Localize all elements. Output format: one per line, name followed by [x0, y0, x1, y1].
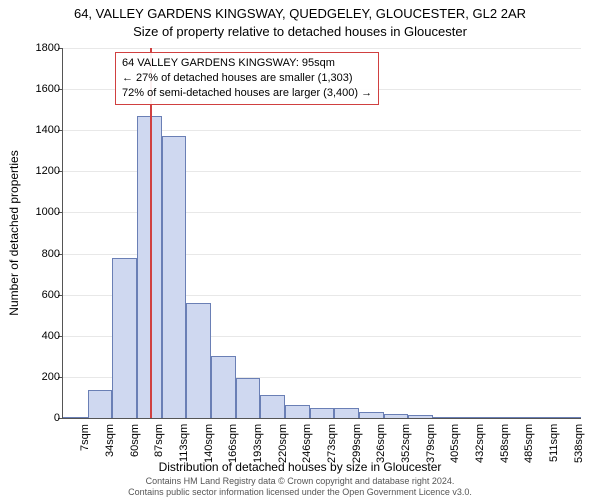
histogram-bar: [556, 417, 581, 418]
histogram-bar: [162, 136, 187, 418]
chart-container: 64, VALLEY GARDENS KINGSWAY, QUEDGELEY, …: [0, 0, 600, 500]
histogram-bar: [236, 378, 261, 418]
histogram-bar: [458, 417, 483, 418]
y-tick-label: 1000: [10, 206, 60, 218]
x-tick-label: 166sqm: [227, 424, 239, 463]
histogram-bar: [482, 417, 507, 418]
histogram-bar: [433, 417, 458, 418]
x-tick-label: 34sqm: [104, 424, 116, 457]
histogram-bar: [384, 414, 409, 418]
x-tick-label: 352sqm: [400, 424, 412, 463]
x-tick-label: 538sqm: [573, 424, 585, 463]
y-tick-label: 1800: [10, 42, 60, 54]
histogram-bar: [260, 395, 285, 418]
histogram-bar: [310, 408, 335, 418]
footer-line-1: Contains HM Land Registry data © Crown c…: [0, 476, 600, 487]
y-tick-label: 200: [10, 371, 60, 383]
y-tick-label: 1400: [10, 124, 60, 136]
chart-subtitle: Size of property relative to detached ho…: [0, 24, 600, 39]
x-tick-label: 432sqm: [474, 424, 486, 463]
y-tick-label: 1600: [10, 83, 60, 95]
y-tick-label: 600: [10, 289, 60, 301]
x-tick-label: 193sqm: [252, 424, 264, 463]
footer-attribution: Contains HM Land Registry data © Crown c…: [0, 476, 600, 498]
histogram-bar: [63, 417, 88, 418]
histogram-bar: [285, 405, 310, 418]
x-tick-label: 140sqm: [203, 424, 215, 463]
x-tick-label: 485sqm: [523, 424, 535, 463]
annotation-line-2: ← 27% of detached houses are smaller (1,…: [122, 71, 372, 86]
x-tick-label: 113sqm: [178, 424, 190, 462]
histogram-bar: [408, 415, 433, 418]
x-tick-label: 220sqm: [277, 424, 289, 463]
x-tick-label: 273sqm: [326, 424, 338, 463]
x-tick-label: 326sqm: [375, 424, 387, 463]
y-tick-label: 800: [10, 248, 60, 260]
histogram-bar: [507, 417, 532, 418]
y-tick-label: 1200: [10, 165, 60, 177]
footer-line-2: Contains public sector information licen…: [0, 487, 600, 498]
y-tick-label: 400: [10, 330, 60, 342]
x-tick-label: 7sqm: [79, 424, 91, 451]
histogram-bar: [88, 390, 113, 418]
x-tick-label: 60sqm: [129, 424, 141, 457]
annotation-line-3: 72% of semi-detached houses are larger (…: [122, 86, 372, 101]
x-tick-label: 299sqm: [351, 424, 363, 463]
x-tick-label: 246sqm: [301, 424, 313, 463]
y-tick-label: 0: [10, 412, 60, 424]
histogram-bar: [359, 412, 384, 418]
x-tick-label: 458sqm: [499, 424, 511, 463]
histogram-bar: [532, 417, 557, 418]
histogram-bar: [211, 356, 236, 418]
x-tick-label: 511sqm: [548, 424, 560, 462]
x-tick-label: 87sqm: [153, 424, 165, 457]
annotation-box: 64 VALLEY GARDENS KINGSWAY: 95sqm ← 27% …: [115, 52, 379, 105]
annotation-line-1: 64 VALLEY GARDENS KINGSWAY: 95sqm: [122, 56, 372, 71]
x-tick-label: 379sqm: [425, 424, 437, 463]
x-tick-label: 405sqm: [449, 424, 461, 463]
histogram-bar: [334, 408, 359, 418]
gridline: [63, 48, 581, 49]
histogram-bar: [112, 258, 137, 418]
address-title: 64, VALLEY GARDENS KINGSWAY, QUEDGELEY, …: [0, 6, 600, 21]
histogram-bar: [186, 303, 211, 418]
